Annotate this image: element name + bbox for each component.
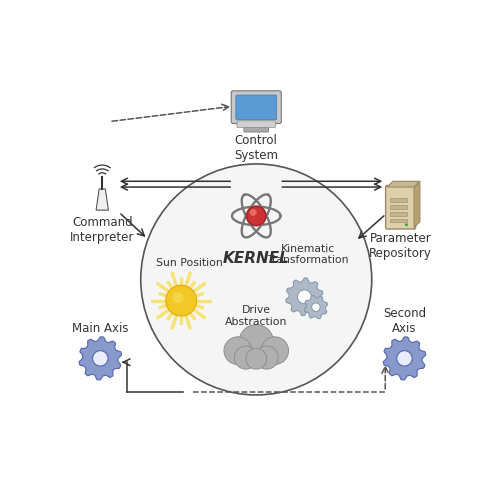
Text: Control
System: Control System — [234, 134, 278, 162]
Circle shape — [141, 164, 372, 395]
FancyBboxPatch shape — [231, 91, 281, 124]
Circle shape — [255, 346, 278, 369]
Polygon shape — [286, 278, 323, 316]
Polygon shape — [414, 182, 420, 228]
Circle shape — [312, 303, 320, 312]
Polygon shape — [383, 337, 426, 380]
Polygon shape — [79, 337, 122, 380]
Text: Kinematic
Transformation: Kinematic Transformation — [268, 244, 349, 265]
Circle shape — [246, 348, 266, 369]
Polygon shape — [250, 122, 263, 128]
Text: Parameter
Repository: Parameter Repository — [369, 232, 432, 260]
Circle shape — [172, 292, 184, 303]
Circle shape — [246, 206, 266, 226]
Text: Command
Interpreter: Command Interpreter — [70, 216, 134, 244]
Text: Sun Position: Sun Position — [156, 258, 222, 268]
Circle shape — [234, 346, 258, 369]
Circle shape — [166, 285, 196, 316]
Text: Main Axis: Main Axis — [72, 322, 128, 334]
Circle shape — [298, 290, 312, 304]
Text: KERNEL: KERNEL — [223, 251, 290, 266]
FancyBboxPatch shape — [236, 95, 277, 120]
Circle shape — [261, 337, 288, 364]
FancyBboxPatch shape — [390, 212, 407, 216]
Polygon shape — [96, 189, 108, 210]
Circle shape — [224, 337, 252, 364]
Circle shape — [92, 350, 108, 366]
FancyBboxPatch shape — [390, 205, 407, 208]
FancyBboxPatch shape — [244, 126, 268, 132]
Polygon shape — [387, 182, 420, 187]
Circle shape — [250, 209, 256, 216]
Circle shape — [397, 350, 412, 366]
FancyBboxPatch shape — [237, 121, 276, 128]
Circle shape — [239, 324, 274, 360]
Circle shape — [405, 223, 408, 226]
Text: Second
Axis: Second Axis — [383, 306, 426, 334]
FancyBboxPatch shape — [386, 186, 416, 229]
Text: Drive
Abstraction: Drive Abstraction — [225, 305, 288, 327]
Polygon shape — [304, 296, 328, 319]
FancyBboxPatch shape — [390, 198, 407, 202]
FancyBboxPatch shape — [390, 218, 407, 222]
